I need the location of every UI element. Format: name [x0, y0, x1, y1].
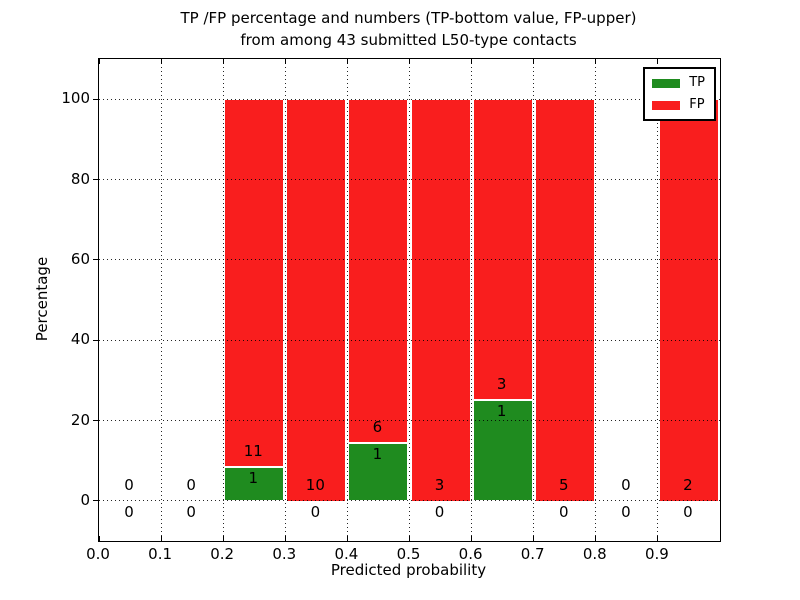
x-tickmark-bottom: [471, 536, 473, 541]
x-tickmark-top: [98, 59, 100, 64]
x-tick-label: 0.5: [396, 545, 421, 563]
fp-swatch-icon: [652, 100, 681, 110]
x-tickmark-top: [657, 59, 659, 64]
gridline-vertical: [160, 59, 162, 541]
fp-count-label: 2: [683, 475, 693, 494]
gridline-vertical: [222, 59, 224, 541]
fp-bar-segment: [410, 99, 471, 501]
gridline-vertical: [409, 59, 410, 541]
x-tickmark-top: [346, 59, 348, 64]
tp-count-label: 0: [683, 502, 693, 521]
fp-bar-segment: [348, 99, 409, 444]
x-tick-label: 0.6: [458, 545, 483, 563]
x-tick-label: 0.9: [644, 545, 669, 563]
x-tick-label: 0.3: [272, 545, 297, 563]
x-tickmark-bottom: [533, 536, 535, 541]
x-tickmark-top: [409, 59, 410, 64]
tp-count-label: 0: [558, 502, 569, 521]
y-tick-label: 20: [70, 410, 90, 429]
x-tickmark-top: [533, 59, 535, 64]
legend-item-label: TP: [689, 75, 705, 90]
fp-count-label: 0: [124, 475, 134, 494]
gridline-vertical: [533, 59, 535, 541]
x-tickmark-top: [284, 59, 286, 64]
gridline-vertical: [471, 59, 473, 541]
x-tickmark-bottom: [346, 536, 348, 541]
chart-title-line2: from among 43 submitted L50-type contact…: [240, 31, 577, 49]
fp-count-label: 5: [558, 475, 569, 494]
gridline-vertical: [657, 59, 659, 541]
tp-count-label: 0: [434, 502, 445, 521]
tp-count-label: 1: [496, 402, 507, 421]
x-tick-label: 0.1: [148, 545, 173, 563]
y-axis-label: Percentage: [33, 256, 51, 342]
legend-item: TP: [652, 74, 705, 92]
tp-swatch-icon: [652, 78, 681, 88]
y-tick-label: 80: [70, 169, 90, 188]
gridline-vertical: [284, 59, 286, 541]
chart-title-line1: TP /FP percentage and numbers (TP-bottom…: [180, 9, 637, 27]
y-tickmark-left: [93, 339, 98, 341]
legend: TP FP: [643, 67, 716, 121]
y-tickmark-left: [93, 98, 98, 100]
x-tickmark-bottom: [284, 536, 286, 541]
x-tick-label: 0.7: [520, 545, 545, 563]
fp-bar-segment: [534, 99, 595, 501]
y-tickmark-left: [93, 500, 98, 502]
gridline-vertical: [346, 59, 348, 541]
tp-bar-segment: [348, 443, 409, 501]
x-tick-label: 0.8: [582, 545, 607, 563]
chart-title: TP /FP percentage and numbers (TP-bottom…: [98, 7, 719, 51]
y-tick-label: 100: [61, 89, 90, 108]
x-tickmark-bottom: [222, 536, 224, 541]
tp-count-label: 1: [372, 445, 383, 464]
x-tickmark-bottom: [98, 536, 100, 541]
x-tickmark-bottom: [409, 536, 410, 541]
legend-item-label: FP: [689, 97, 705, 112]
x-tick-label: 0.2: [210, 545, 235, 563]
x-tick-label: 0.0: [86, 545, 110, 563]
y-tickmark-left: [93, 420, 98, 421]
fp-count-label: 3: [496, 375, 507, 394]
fp-count-label: 3: [434, 475, 445, 494]
x-tick-label: 0.4: [334, 545, 359, 563]
y-tickmark-left: [93, 259, 98, 261]
fp-count-label: 6: [372, 418, 383, 437]
fp-count-label: 0: [621, 475, 631, 494]
fp-bar-segment: [658, 99, 719, 501]
legend-item: FP: [652, 96, 705, 114]
tp-count-label: 0: [186, 502, 196, 521]
tp-count-label: 0: [621, 502, 631, 521]
tp-bar-segment: [224, 467, 285, 501]
tp-bar-segment: [472, 400, 533, 501]
fp-count-label: 10: [305, 475, 325, 494]
fp-count-label: 0: [186, 475, 196, 494]
fp-bar-segment: [472, 99, 533, 401]
fp-count-label: 11: [243, 442, 263, 461]
x-tickmark-top: [595, 59, 597, 64]
tp-count-label: 1: [248, 469, 259, 488]
x-axis-label: Predicted probability: [330, 561, 487, 579]
plot-area: TP FP: [93, 58, 721, 542]
x-tickmark-bottom: [657, 536, 659, 541]
y-tickmark-left: [93, 179, 98, 180]
x-tickmark-bottom: [160, 536, 162, 541]
x-tickmark-bottom: [595, 536, 597, 541]
y-tick-label: 40: [70, 330, 90, 349]
x-tickmark-top: [471, 59, 473, 64]
y-tick-label: 60: [70, 249, 90, 268]
x-tickmark-top: [160, 59, 162, 64]
fp-bar-segment: [286, 99, 347, 501]
fp-bar-segment: [224, 99, 285, 468]
tp-count-label: 0: [124, 502, 134, 521]
x-tickmark-top: [222, 59, 224, 64]
tp-count-label: 0: [310, 502, 321, 521]
y-tick-label: 0: [80, 490, 90, 509]
gridline-vertical: [595, 59, 597, 541]
